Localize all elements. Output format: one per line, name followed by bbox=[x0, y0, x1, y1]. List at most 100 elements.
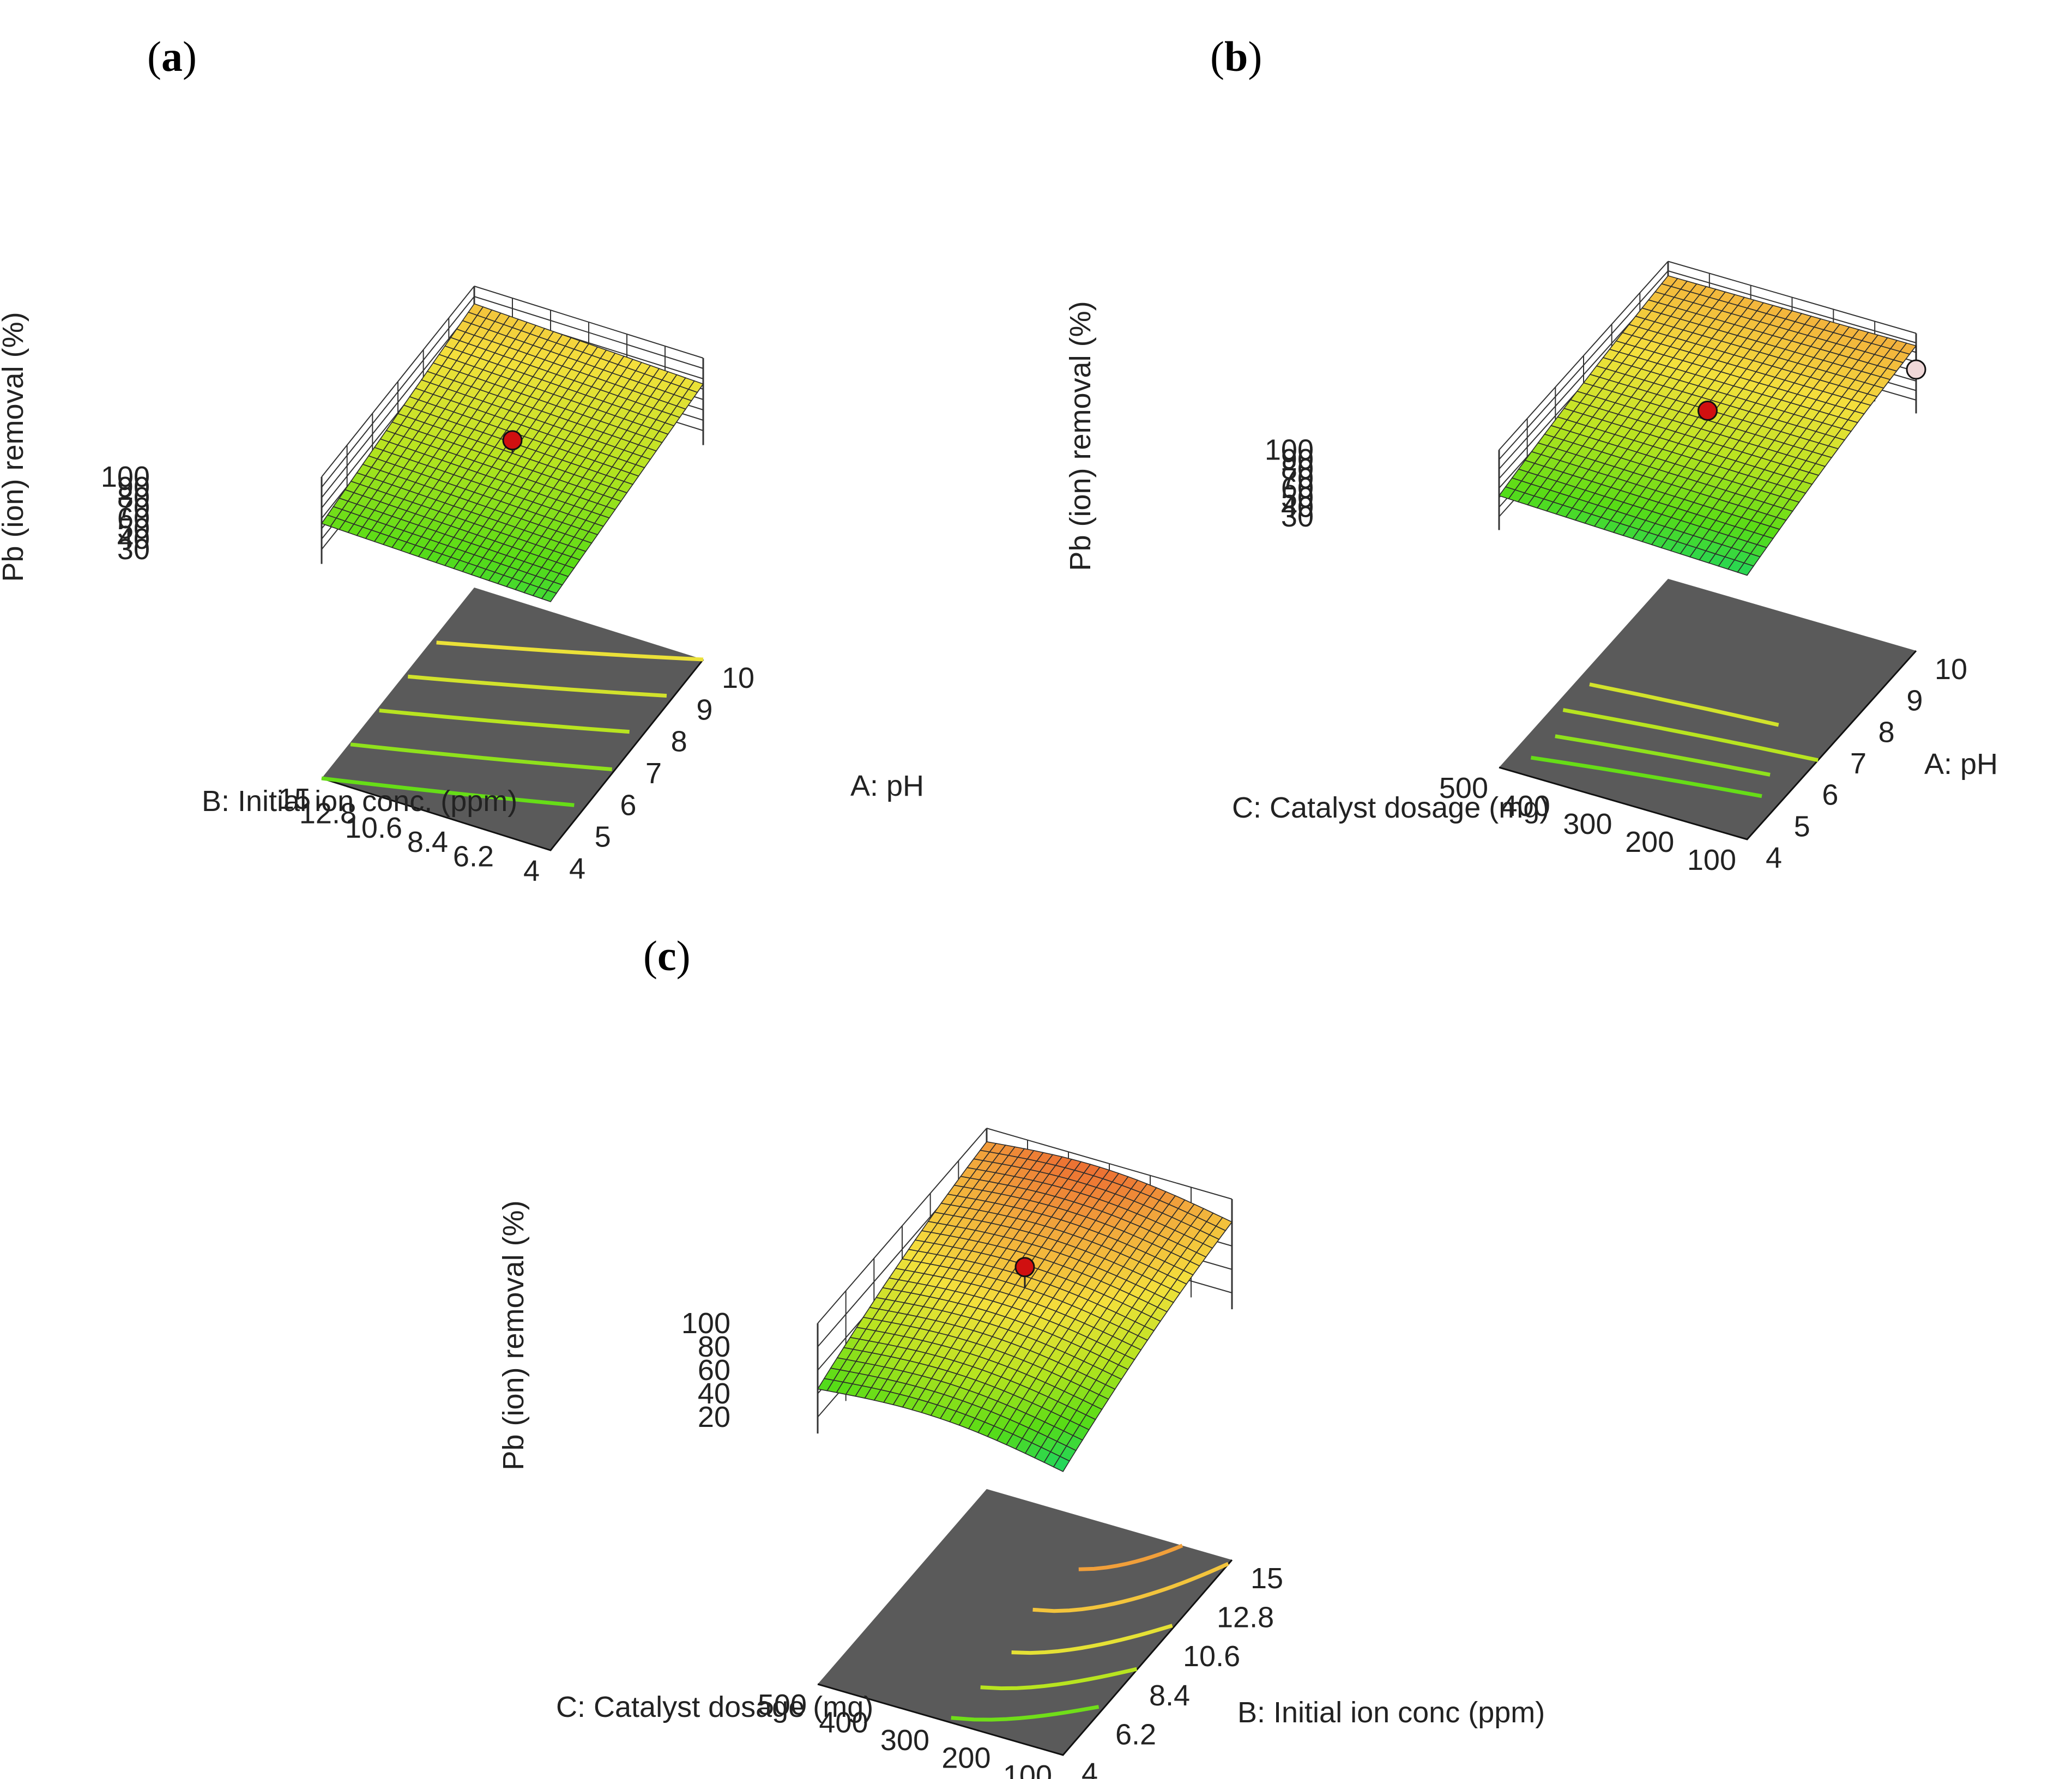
floor-axis-line bbox=[817, 1559, 1233, 1756]
x-tick-label: 8.4 bbox=[1149, 1679, 1190, 1712]
response-surface bbox=[1498, 275, 1917, 576]
contour-line bbox=[1078, 1544, 1183, 1571]
z-tick-label: 90 bbox=[117, 471, 150, 504]
y-tick-label: 10.6 bbox=[345, 812, 402, 844]
x-tick-label: 6.2 bbox=[1115, 1718, 1156, 1751]
y-tick-label: 400 bbox=[819, 1707, 868, 1739]
z-tick-label: 40 bbox=[1281, 491, 1314, 524]
z-tick-label: 40 bbox=[117, 523, 150, 555]
y-tick-label: 15 bbox=[278, 783, 311, 815]
z-tick-label: 20 bbox=[698, 1401, 730, 1433]
z-tick-label: 50 bbox=[1281, 481, 1314, 514]
contour-line bbox=[379, 709, 630, 734]
y-tick-label: 500 bbox=[1439, 772, 1488, 804]
x-tick-label: 12.8 bbox=[1217, 1601, 1274, 1634]
x-tick-label: 5 bbox=[1794, 810, 1810, 843]
x-tick-label: 5 bbox=[595, 821, 611, 854]
x-axis-title: A: pH bbox=[850, 770, 924, 802]
z-tick-label: 80 bbox=[117, 481, 150, 514]
z-axis-title: Pb (ion) removal (%) bbox=[0, 312, 29, 582]
contour-line bbox=[321, 776, 575, 807]
x-tick-label: 9 bbox=[696, 693, 712, 726]
z-tick-label: 80 bbox=[1281, 453, 1314, 486]
floor-axis-line bbox=[1499, 650, 1917, 840]
z-tick-label: 50 bbox=[117, 512, 150, 545]
y-tick-label: 4 bbox=[523, 855, 540, 887]
z-tick-label: 100 bbox=[1265, 434, 1314, 467]
y-tick-label: 400 bbox=[1501, 790, 1550, 822]
z-axis-title: Pb (ion) removal (%) bbox=[497, 1200, 530, 1470]
response-surface bbox=[817, 1141, 1233, 1472]
y-axis-title: B: Initial ion conc. (ppm) bbox=[202, 785, 517, 818]
y-tick-label: 6.2 bbox=[453, 840, 494, 873]
contour-floor bbox=[818, 1489, 1232, 1755]
z-tick-label: 100 bbox=[101, 461, 150, 493]
y-axis-title: C: Catalyst dosage (mg) bbox=[556, 1691, 873, 1723]
panel-label-c: (c) bbox=[643, 932, 691, 979]
x-tick-label: 8 bbox=[671, 725, 687, 758]
y-tick-label: 100 bbox=[1687, 844, 1736, 876]
surface-facet bbox=[1737, 562, 1755, 576]
z-tick-label: 90 bbox=[1281, 443, 1314, 476]
y-tick-label: 300 bbox=[880, 1724, 929, 1757]
z-tick-label: 80 bbox=[698, 1330, 730, 1363]
contour-line bbox=[1032, 1562, 1229, 1613]
surface-facet bbox=[541, 590, 558, 602]
panel-label-b: (b) bbox=[1210, 33, 1262, 80]
contour-line bbox=[980, 1667, 1138, 1691]
contour-line bbox=[408, 674, 667, 698]
x-tick-label: 4 bbox=[1766, 842, 1782, 874]
chart-a: 4567891046.28.410.612.815304050607080901… bbox=[0, 286, 924, 887]
z-tick-label: 40 bbox=[698, 1377, 730, 1410]
z-tick-label: 60 bbox=[117, 502, 150, 535]
z-tick-label: 100 bbox=[681, 1307, 730, 1340]
z-tick-label: 60 bbox=[698, 1354, 730, 1387]
contour-line bbox=[436, 640, 704, 662]
floor-axis-line bbox=[321, 659, 704, 851]
contour-line bbox=[1530, 755, 1762, 798]
x-tick-label: 4 bbox=[569, 852, 585, 885]
x-tick-label: 10 bbox=[1935, 653, 1967, 686]
x-tick-label: 15 bbox=[1251, 1562, 1283, 1595]
design-point bbox=[502, 430, 523, 451]
design-point bbox=[1014, 1257, 1035, 1278]
contour-line bbox=[1011, 1624, 1173, 1655]
z-tick-label: 70 bbox=[117, 492, 150, 524]
z-tick-label: 70 bbox=[1281, 462, 1314, 495]
contour-line bbox=[1589, 682, 1779, 727]
y-tick-label: 200 bbox=[1625, 826, 1674, 858]
surface-facet bbox=[1053, 1456, 1071, 1472]
design-point bbox=[1906, 359, 1926, 380]
x-tick-label: 4 bbox=[1082, 1757, 1098, 1779]
y-tick-label: 8.4 bbox=[407, 826, 448, 858]
x-tick-label: 9 bbox=[1906, 685, 1923, 717]
x-tick-label: 10.6 bbox=[1183, 1640, 1240, 1673]
z-tick-label: 30 bbox=[117, 533, 150, 566]
y-axis-title: C: Catalyst dosage (mg) bbox=[1232, 791, 1549, 824]
design-point bbox=[1698, 401, 1718, 421]
x-tick-label: 8 bbox=[1878, 716, 1895, 748]
panel-label-a: (a) bbox=[147, 33, 197, 80]
x-tick-label: 6 bbox=[1822, 779, 1838, 812]
y-tick-label: 300 bbox=[1563, 808, 1612, 840]
x-tick-label: 10 bbox=[722, 662, 754, 694]
chart-b: 4567891010020030040050030405060708090100… bbox=[1064, 261, 1998, 876]
contour-line bbox=[1555, 734, 1771, 777]
x-tick-label: 6 bbox=[620, 789, 636, 821]
y-tick-label: 200 bbox=[941, 1742, 990, 1775]
x-tick-label: 7 bbox=[645, 757, 662, 790]
response-surface bbox=[321, 303, 704, 602]
z-axis-title: Pb (ion) removal (%) bbox=[1064, 301, 1097, 571]
x-tick-label: 7 bbox=[1850, 747, 1866, 780]
y-tick-label: 100 bbox=[1003, 1759, 1052, 1779]
chart-c: 4 6.2 8.4 10.6 12.8 15 100 200 300 400 500 20406080… bbox=[497, 1128, 1545, 1779]
z-tick-label: 30 bbox=[1281, 500, 1314, 533]
x-axis-title: A: pH bbox=[1924, 748, 1998, 780]
z-tick-label: 60 bbox=[1281, 472, 1314, 505]
y-tick-label: 12.8 bbox=[299, 797, 357, 830]
contour-line bbox=[951, 1705, 1100, 1722]
contour-line bbox=[350, 742, 612, 771]
y-tick-label: 500 bbox=[758, 1689, 807, 1721]
x-axis-title: B: Initial ion conc (ppm) bbox=[1237, 1696, 1545, 1729]
